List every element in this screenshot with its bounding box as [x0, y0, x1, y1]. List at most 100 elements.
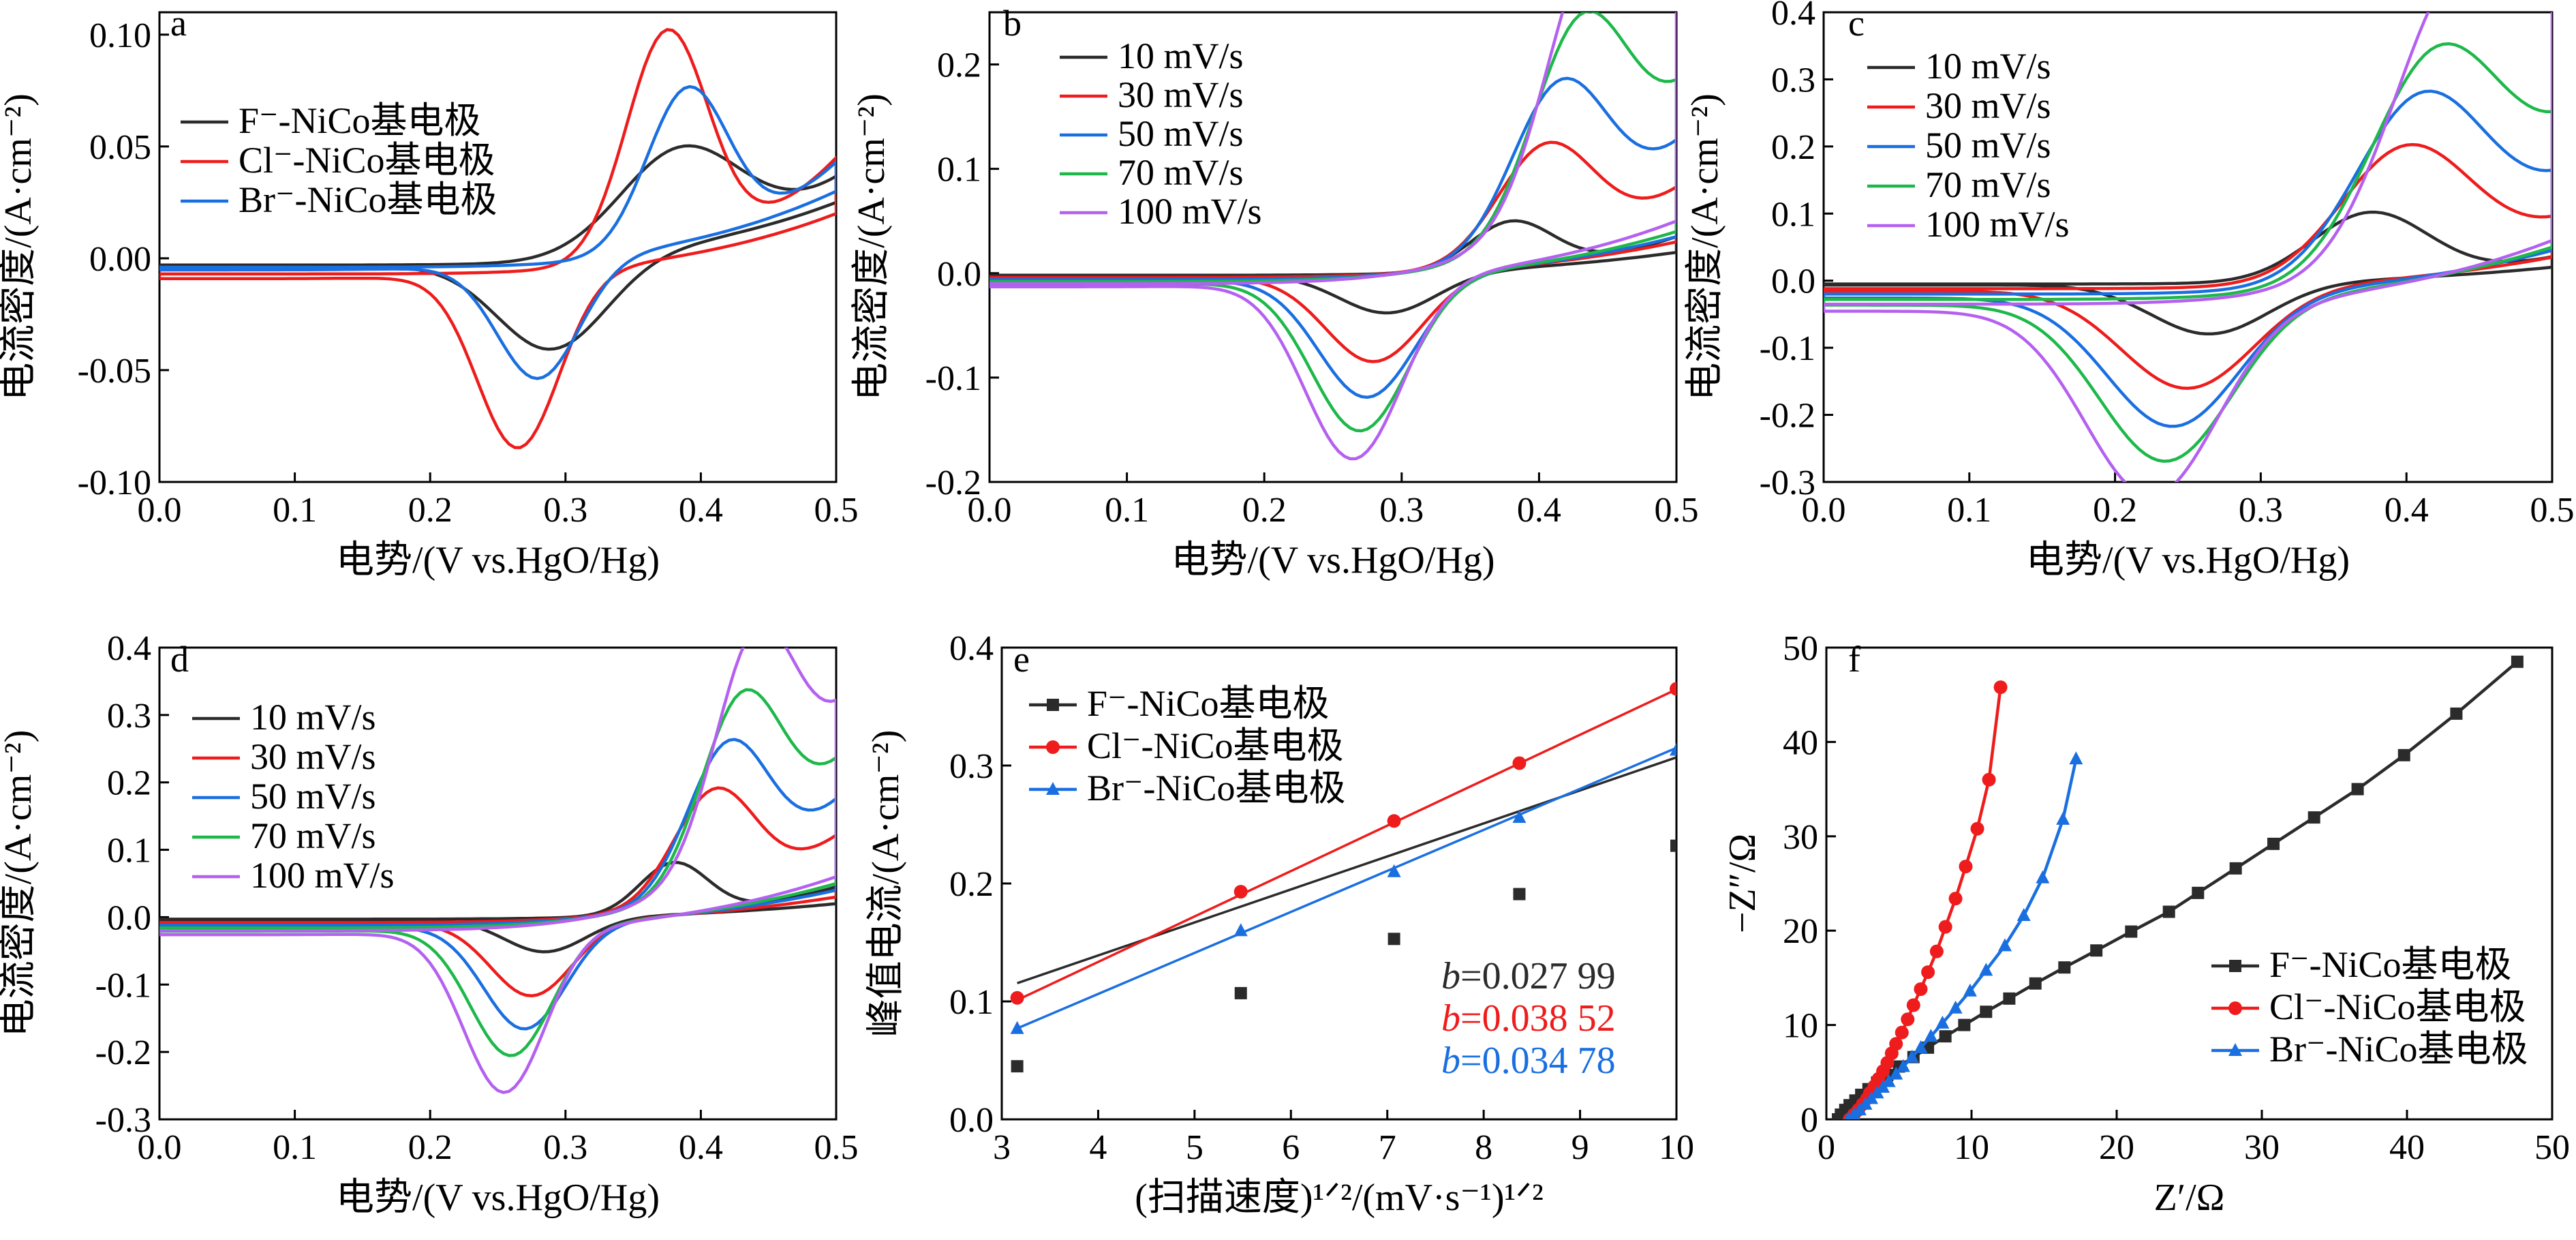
- legend-marker: [1047, 699, 1059, 711]
- y-tick-label: 0.00: [89, 240, 151, 279]
- data-point: [2058, 961, 2071, 974]
- data-point: [1980, 1005, 1993, 1018]
- y-tick-label: 40: [1783, 723, 1818, 762]
- legend-label: 100 mV/s: [250, 855, 395, 896]
- y-tick-label: 30: [1783, 818, 1818, 857]
- y-tick-label: -0.2: [925, 464, 981, 502]
- series-curve-2: [1824, 142, 2552, 390]
- series-curve-1: [1824, 210, 2552, 336]
- series-curve-3: [1824, 89, 2552, 428]
- data-point: [1513, 888, 1526, 901]
- plot-frame: [1825, 646, 2554, 1121]
- y-tick-label: 0.2: [107, 764, 151, 803]
- data-point: [1010, 991, 1024, 1005]
- data-point: [1670, 742, 1676, 756]
- x-tick-label: 0.0: [968, 491, 1012, 530]
- legend-label: 70 mV/s: [1925, 164, 2051, 205]
- panel-letter: c: [1848, 3, 1865, 44]
- x-axis-label: Z′/Ω: [2154, 1177, 2225, 1219]
- x-axis-label: 电势/(V vs.HgO/Hg): [1171, 539, 1495, 581]
- plot-area: [1824, 12, 2552, 482]
- x-tick-label: 10: [1659, 1128, 1694, 1167]
- data-point: [2056, 811, 2070, 825]
- series-curve-3: [990, 76, 1676, 399]
- data-point: [1895, 1025, 1909, 1040]
- legend-marker: [1046, 740, 1060, 754]
- data-point: [2351, 783, 2364, 796]
- x-tick-label: 0.4: [679, 491, 723, 530]
- series-curve-4: [990, 12, 1676, 433]
- series-curve-1: [990, 219, 1676, 315]
- data-point: [1512, 810, 1527, 823]
- y-tick-label: 0.4: [107, 629, 151, 668]
- data-point: [2162, 905, 2175, 918]
- legend-label: F⁻-NiCo基电极: [2269, 944, 2512, 985]
- y-tick-label: 0.1: [937, 151, 981, 190]
- slope-annotation: b=0.038 52: [1441, 997, 1616, 1040]
- y-axis-label: 电流密度/(A·cm⁻²): [0, 730, 40, 1038]
- x-tick-label: 30: [2244, 1128, 2280, 1167]
- legend-label: Cl⁻-NiCo基电极: [1087, 725, 1344, 766]
- panel-c: 0.0 0.1 0.2 0.3 0.4 0.5 -0.3 -0.2 -0.1 0.0 0.1 0.2 0…: [1684, 0, 2575, 581]
- x-tick-label: 3: [993, 1128, 1011, 1167]
- data-point: [1234, 986, 1247, 999]
- data-point: [1963, 983, 1977, 997]
- data-point: [1847, 1107, 1860, 1119]
- series-curve-5: [990, 12, 1676, 461]
- y-tick-label: 50: [1783, 629, 1818, 668]
- x-tick-label: 0.3: [2239, 491, 2283, 530]
- data-point: [1896, 1059, 1910, 1072]
- data-point: [1011, 1060, 1024, 1073]
- legend-label: Cl⁻-NiCo基电极: [239, 140, 495, 181]
- data-point: [2192, 886, 2205, 899]
- legend-label: Br⁻-NiCo基电极: [2269, 1029, 2528, 1070]
- plot-area: [1832, 655, 2524, 1119]
- series-line-2: [1847, 685, 2002, 1119]
- data-point: [2036, 870, 2050, 883]
- plot-area: [159, 648, 836, 1094]
- x-tick-label: 8: [1475, 1128, 1492, 1167]
- y-tick-label: -0.1: [95, 966, 151, 1005]
- plot-area: [159, 28, 836, 449]
- y-tick-label: 0.3: [107, 697, 151, 736]
- y-tick-label: -0.3: [1760, 464, 1815, 502]
- x-tick-label: 0.2: [1242, 491, 1287, 530]
- data-point: [1935, 1015, 1950, 1029]
- data-point: [1905, 1049, 1919, 1063]
- data-point: [1948, 1000, 1963, 1014]
- legend-label: Cl⁻-NiCo基电极: [2269, 986, 2526, 1027]
- x-tick-label: 0.5: [814, 491, 859, 530]
- plot-area: [990, 12, 1676, 461]
- x-tick-label: 0.2: [2093, 491, 2137, 530]
- data-point: [2511, 655, 2524, 668]
- y-tick-label: 0.1: [1771, 195, 1815, 234]
- legend-marker: [1046, 782, 1060, 795]
- series-curve-3: [159, 85, 836, 380]
- legend-label: 70 mV/s: [250, 815, 376, 856]
- x-axis-label: (扫描速度)¹ᐟ²/(mV·s⁻¹)¹ᐟ²: [1135, 1177, 1544, 1219]
- data-point: [1387, 814, 1401, 828]
- data-point: [1939, 1030, 1952, 1043]
- series-curve-5: [1824, 12, 2552, 482]
- data-point: [1670, 839, 1676, 852]
- x-tick-label: 0.0: [138, 491, 182, 530]
- y-axis-label: 电流密度/(A·cm⁻²): [0, 93, 40, 401]
- y-tick-label: 0.2: [949, 865, 994, 904]
- series-curve-2: [159, 28, 836, 449]
- y-tick-label: -0.1: [925, 359, 981, 398]
- fit-line-3: [1016, 746, 1676, 1030]
- panel-letter: e: [1013, 639, 1030, 680]
- data-point: [1882, 1074, 1896, 1087]
- data-point: [1670, 682, 1676, 696]
- data-point: [1233, 885, 1248, 899]
- x-tick-label: 0: [1818, 1128, 1835, 1167]
- y-tick-label: 0.0: [1771, 262, 1815, 301]
- legend-label: 10 mV/s: [1925, 46, 2051, 87]
- legend-marker: [2228, 1001, 2242, 1015]
- data-point: [1010, 1020, 1024, 1034]
- data-point: [2397, 748, 2410, 761]
